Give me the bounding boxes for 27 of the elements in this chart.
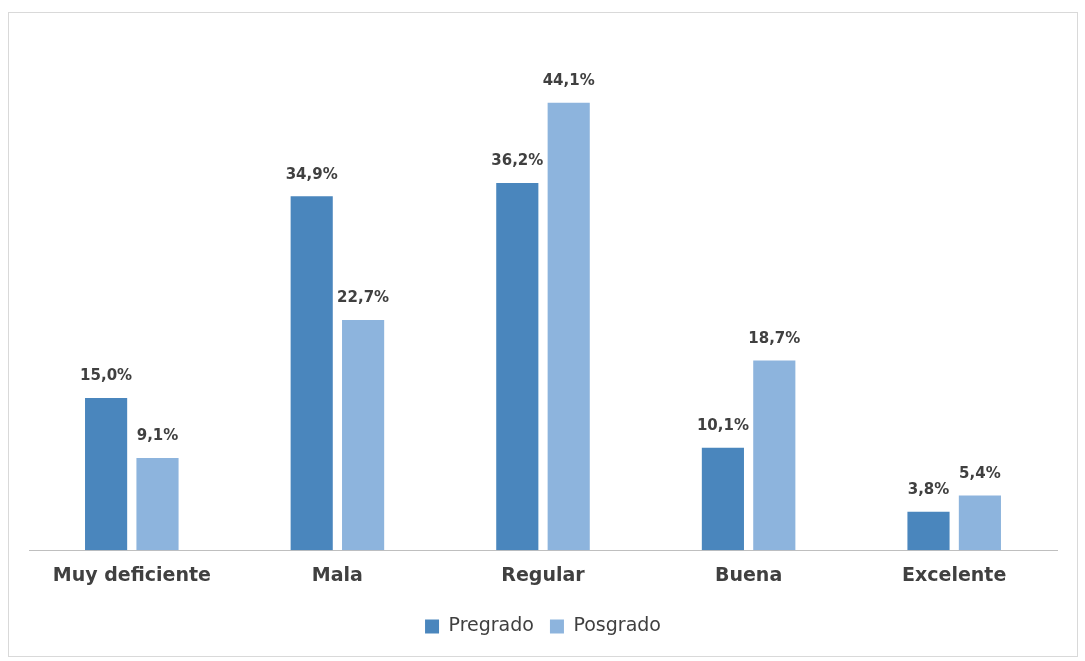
data-label: 44,1% — [542, 71, 595, 90]
data-label: 3,8% — [907, 480, 950, 499]
data-label: 36,2% — [491, 151, 544, 170]
data-label: 34,9% — [285, 164, 338, 183]
bar — [753, 360, 796, 551]
data-label: 15,0% — [80, 366, 133, 385]
x-tick-label: Regular — [501, 562, 586, 585]
data-label: 18,7% — [748, 328, 801, 347]
x-tick-label: Excelente — [902, 562, 1007, 585]
bar — [958, 495, 1001, 551]
bar — [496, 182, 539, 551]
bar — [907, 511, 950, 551]
x-tick-label: Buena — [714, 562, 783, 585]
bar — [85, 398, 128, 551]
bar — [342, 319, 385, 551]
data-label: 10,1% — [696, 416, 749, 435]
data-label: 5,4% — [959, 463, 1001, 482]
x-tick-label: Mala — [311, 562, 363, 585]
legend-label: Posgrado — [573, 613, 661, 636]
legend-label: Pregrado — [448, 613, 534, 636]
bar — [701, 447, 744, 551]
bar — [547, 102, 590, 551]
data-label: 9,1% — [136, 426, 179, 445]
x-tick-label: Muy deficiente — [52, 562, 211, 585]
data-label: 22,7% — [337, 288, 390, 307]
bar — [136, 457, 179, 551]
bar — [290, 196, 333, 551]
